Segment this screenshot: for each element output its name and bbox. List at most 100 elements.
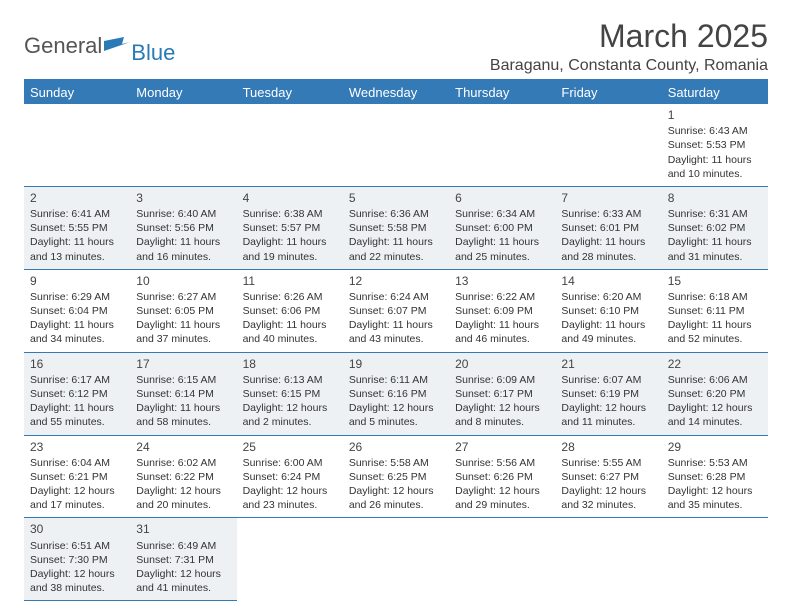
- cell-text: and 16 minutes.: [136, 250, 230, 264]
- calendar-cell: 24Sunrise: 6:02 AMSunset: 6:22 PMDayligh…: [130, 435, 236, 518]
- calendar-cell: 21Sunrise: 6:07 AMSunset: 6:19 PMDayligh…: [555, 352, 661, 435]
- calendar-table: SundayMondayTuesdayWednesdayThursdayFrid…: [24, 81, 768, 601]
- cell-text: and 41 minutes.: [136, 581, 230, 595]
- cell-text: Sunset: 6:15 PM: [243, 387, 337, 401]
- day-number: 17: [136, 356, 230, 372]
- calendar-cell: 18Sunrise: 6:13 AMSunset: 6:15 PMDayligh…: [237, 352, 343, 435]
- cell-text: Daylight: 11 hours: [455, 318, 549, 332]
- cell-text: Sunrise: 6:00 AM: [243, 456, 337, 470]
- day-number: 22: [668, 356, 762, 372]
- cell-text: Daylight: 11 hours: [668, 235, 762, 249]
- calendar-cell: 2Sunrise: 6:41 AMSunset: 5:55 PMDaylight…: [24, 186, 130, 269]
- calendar-cell: 26Sunrise: 5:58 AMSunset: 6:25 PMDayligh…: [343, 435, 449, 518]
- cell-text: Daylight: 11 hours: [243, 318, 337, 332]
- cell-text: Sunrise: 6:27 AM: [136, 290, 230, 304]
- cell-text: and 28 minutes.: [561, 250, 655, 264]
- cell-text: Sunset: 5:56 PM: [136, 221, 230, 235]
- cell-text: Sunrise: 5:58 AM: [349, 456, 443, 470]
- calendar-cell: 19Sunrise: 6:11 AMSunset: 6:16 PMDayligh…: [343, 352, 449, 435]
- calendar-cell: 8Sunrise: 6:31 AMSunset: 6:02 PMDaylight…: [662, 186, 768, 269]
- cell-text: and 52 minutes.: [668, 332, 762, 346]
- calendar-cell: 13Sunrise: 6:22 AMSunset: 6:09 PMDayligh…: [449, 269, 555, 352]
- cell-text: Daylight: 12 hours: [668, 484, 762, 498]
- cell-text: and 14 minutes.: [668, 415, 762, 429]
- title-block: March 2025 Baraganu, Constanta County, R…: [490, 18, 768, 75]
- cell-text: and 55 minutes.: [30, 415, 124, 429]
- cell-text: Daylight: 11 hours: [668, 153, 762, 167]
- calendar-week: 1Sunrise: 6:43 AMSunset: 5:53 PMDaylight…: [24, 104, 768, 186]
- calendar-cell: [24, 104, 130, 186]
- calendar-cell: 6Sunrise: 6:34 AMSunset: 6:00 PMDaylight…: [449, 186, 555, 269]
- cell-text: Daylight: 11 hours: [30, 401, 124, 415]
- calendar-cell: 12Sunrise: 6:24 AMSunset: 6:07 PMDayligh…: [343, 269, 449, 352]
- cell-text: and 10 minutes.: [668, 167, 762, 181]
- calendar-week: 23Sunrise: 6:04 AMSunset: 6:21 PMDayligh…: [24, 435, 768, 518]
- flag-icon: [104, 37, 130, 55]
- cell-text: Sunset: 6:25 PM: [349, 470, 443, 484]
- calendar-week: 30Sunrise: 6:51 AMSunset: 7:30 PMDayligh…: [24, 518, 768, 601]
- cell-text: Sunrise: 6:06 AM: [668, 373, 762, 387]
- cell-text: and 46 minutes.: [455, 332, 549, 346]
- cell-text: Sunset: 5:57 PM: [243, 221, 337, 235]
- cell-text: Sunset: 6:00 PM: [455, 221, 549, 235]
- day-header: Friday: [555, 81, 661, 104]
- cell-text: Daylight: 12 hours: [561, 484, 655, 498]
- cell-text: Sunrise: 6:13 AM: [243, 373, 337, 387]
- calendar-cell: [449, 104, 555, 186]
- day-number: 19: [349, 356, 443, 372]
- calendar-cell: [343, 104, 449, 186]
- day-number: 27: [455, 439, 549, 455]
- cell-text: Sunset: 6:22 PM: [136, 470, 230, 484]
- calendar-cell: 7Sunrise: 6:33 AMSunset: 6:01 PMDaylight…: [555, 186, 661, 269]
- cell-text: Sunset: 6:12 PM: [30, 387, 124, 401]
- cell-text: Sunrise: 6:09 AM: [455, 373, 549, 387]
- cell-text: and 22 minutes.: [349, 250, 443, 264]
- cell-text: and 17 minutes.: [30, 498, 124, 512]
- cell-text: Daylight: 12 hours: [668, 401, 762, 415]
- cell-text: Sunset: 6:16 PM: [349, 387, 443, 401]
- calendar-cell: 25Sunrise: 6:00 AMSunset: 6:24 PMDayligh…: [237, 435, 343, 518]
- cell-text: Daylight: 11 hours: [136, 235, 230, 249]
- cell-text: Sunset: 6:11 PM: [668, 304, 762, 318]
- cell-text: Sunrise: 6:49 AM: [136, 539, 230, 553]
- day-number: 21: [561, 356, 655, 372]
- day-number: 24: [136, 439, 230, 455]
- cell-text: and 13 minutes.: [30, 250, 124, 264]
- day-number: 1: [668, 107, 762, 123]
- cell-text: Sunset: 6:27 PM: [561, 470, 655, 484]
- cell-text: and 19 minutes.: [243, 250, 337, 264]
- cell-text: Daylight: 12 hours: [243, 401, 337, 415]
- month-title: March 2025: [490, 18, 768, 55]
- cell-text: Daylight: 12 hours: [243, 484, 337, 498]
- cell-text: and 35 minutes.: [668, 498, 762, 512]
- cell-text: Sunset: 6:06 PM: [243, 304, 337, 318]
- cell-text: Sunrise: 6:38 AM: [243, 207, 337, 221]
- cell-text: Sunrise: 6:02 AM: [136, 456, 230, 470]
- cell-text: Sunset: 7:31 PM: [136, 553, 230, 567]
- calendar-cell: 11Sunrise: 6:26 AMSunset: 6:06 PMDayligh…: [237, 269, 343, 352]
- cell-text: and 43 minutes.: [349, 332, 443, 346]
- calendar-cell: [237, 518, 343, 601]
- cell-text: and 58 minutes.: [136, 415, 230, 429]
- day-number: 4: [243, 190, 337, 206]
- calendar-cell: 27Sunrise: 5:56 AMSunset: 6:26 PMDayligh…: [449, 435, 555, 518]
- cell-text: Sunrise: 6:43 AM: [668, 124, 762, 138]
- cell-text: Daylight: 11 hours: [668, 318, 762, 332]
- cell-text: Sunset: 7:30 PM: [30, 553, 124, 567]
- calendar-week: 9Sunrise: 6:29 AMSunset: 6:04 PMDaylight…: [24, 269, 768, 352]
- cell-text: Sunrise: 6:20 AM: [561, 290, 655, 304]
- day-number: 11: [243, 273, 337, 289]
- calendar-cell: [555, 104, 661, 186]
- logo: General Blue: [24, 26, 175, 66]
- cell-text: and 49 minutes.: [561, 332, 655, 346]
- cell-text: Sunset: 6:05 PM: [136, 304, 230, 318]
- calendar-cell: 10Sunrise: 6:27 AMSunset: 6:05 PMDayligh…: [130, 269, 236, 352]
- cell-text: Sunset: 6:26 PM: [455, 470, 549, 484]
- cell-text: and 2 minutes.: [243, 415, 337, 429]
- cell-text: Daylight: 11 hours: [455, 235, 549, 249]
- cell-text: Daylight: 11 hours: [136, 318, 230, 332]
- calendar-cell: 23Sunrise: 6:04 AMSunset: 6:21 PMDayligh…: [24, 435, 130, 518]
- calendar-cell: 16Sunrise: 6:17 AMSunset: 6:12 PMDayligh…: [24, 352, 130, 435]
- calendar-cell: 3Sunrise: 6:40 AMSunset: 5:56 PMDaylight…: [130, 186, 236, 269]
- day-number: 29: [668, 439, 762, 455]
